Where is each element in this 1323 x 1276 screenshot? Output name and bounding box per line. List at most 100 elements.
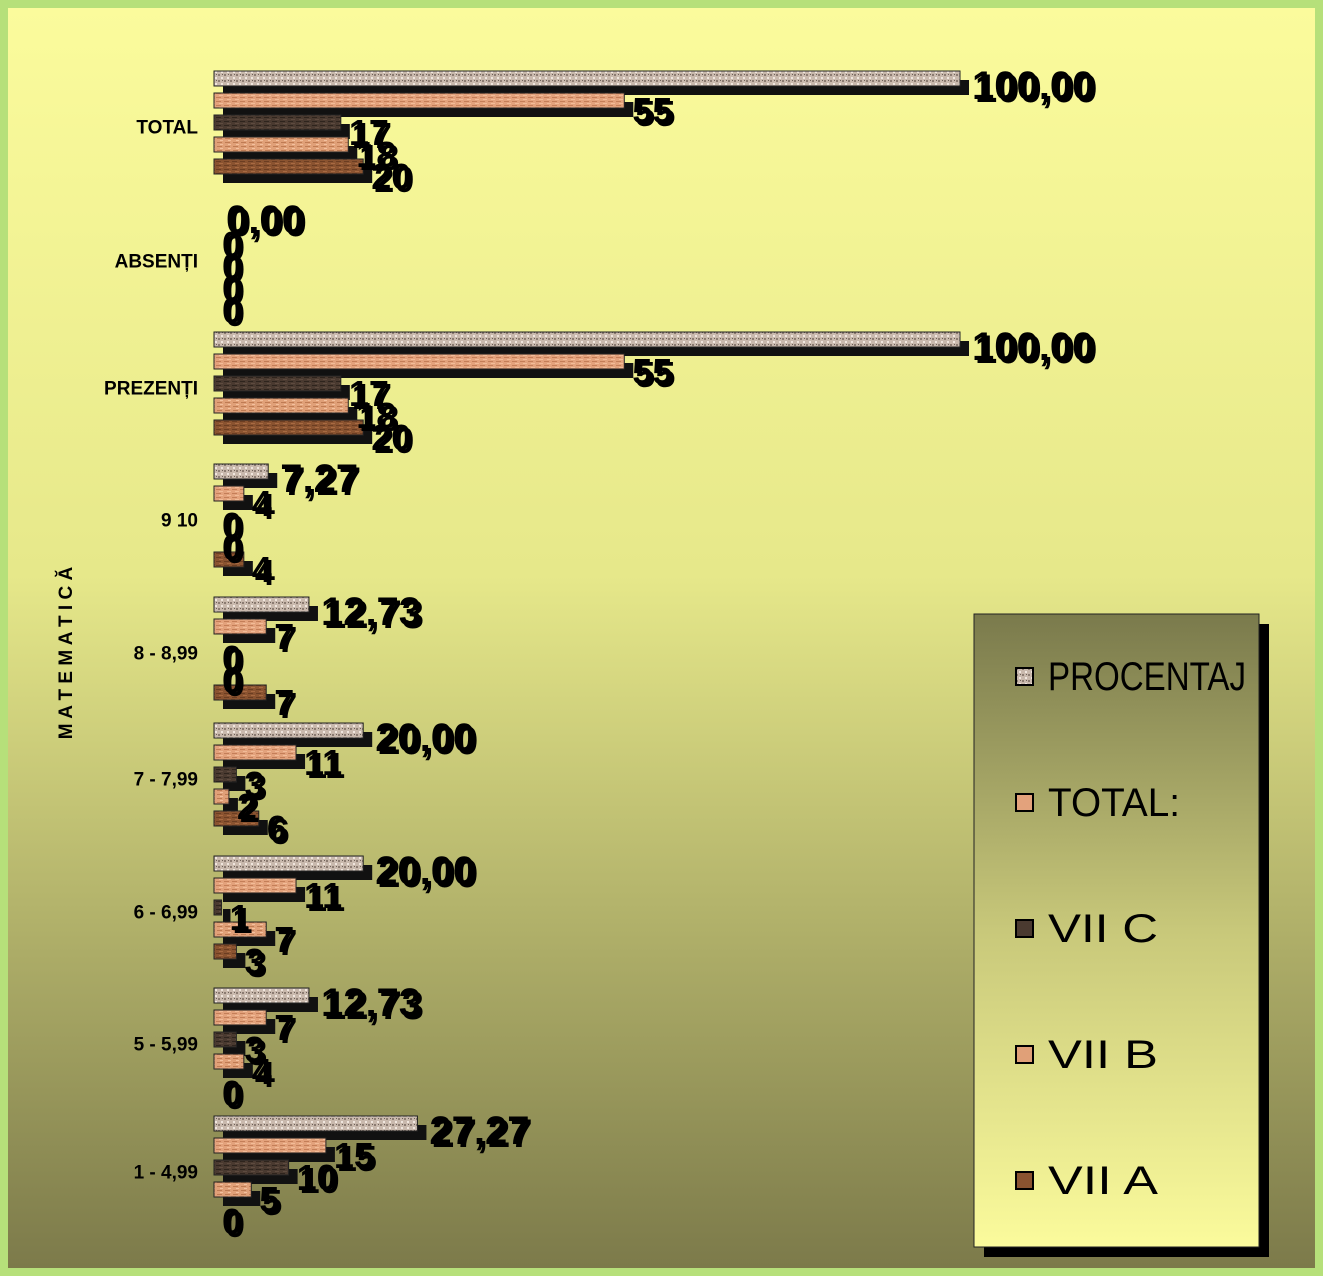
bar-prezenti-vii-a bbox=[213, 419, 364, 436]
data-label-shadow: 15 bbox=[337, 1138, 377, 1179]
bar-9-10-vii-a bbox=[213, 551, 245, 568]
bar-6-6-99-total bbox=[213, 877, 297, 894]
bar-9-10-total bbox=[213, 485, 245, 502]
legend-label-vii-c: VII C bbox=[1048, 907, 1158, 951]
legend: PROCENTAJ TOTAL: VII C VII B VII A bbox=[973, 613, 1269, 1257]
bar-1-4-99-total bbox=[213, 1137, 327, 1154]
data-label: 0 bbox=[222, 246, 242, 287]
data-label-shadow: 100,00 bbox=[975, 328, 1097, 372]
data-label-shadow: 20,00 bbox=[378, 852, 478, 896]
data-label-shadow: 0 bbox=[225, 249, 245, 290]
data-label: 7 bbox=[274, 616, 294, 657]
bar-7-7-99-vii-c bbox=[213, 766, 237, 783]
bar-prezenti-total bbox=[213, 353, 625, 370]
data-label: 11 bbox=[304, 875, 342, 916]
data-label-shadow: 11 bbox=[307, 878, 345, 919]
bar-total-vii-b bbox=[213, 136, 349, 153]
bar-7-7-99-vii-b bbox=[213, 788, 230, 805]
data-label-shadow: 100,00 bbox=[975, 67, 1097, 111]
data-label: 3 bbox=[244, 764, 264, 805]
data-label: 20 bbox=[371, 417, 411, 458]
data-label-shadow: 0 bbox=[225, 271, 245, 312]
data-label-shadow: 0 bbox=[225, 227, 245, 268]
category-label: 8 - 8,99 bbox=[134, 644, 198, 665]
category-label: PREZENȚI bbox=[104, 379, 198, 400]
data-label-shadow: 4 bbox=[255, 552, 275, 593]
bar-8-8-99-procentaj bbox=[213, 596, 310, 613]
legend-swatch-vii-a bbox=[1015, 1171, 1034, 1190]
data-label-shadow: 4 bbox=[255, 1054, 275, 1095]
legend-label-vii-b: VII B bbox=[1048, 1033, 1158, 1077]
bar-8-8-99-vii-a bbox=[213, 684, 267, 701]
data-label-shadow: 12,73 bbox=[324, 984, 424, 1028]
data-label: 0 bbox=[222, 290, 242, 331]
data-label: 100,00 bbox=[972, 64, 1094, 108]
bars-layer bbox=[213, 70, 969, 1206]
data-label: 18 bbox=[356, 134, 396, 175]
data-label-shadow: 0,00 bbox=[229, 201, 307, 245]
category-label: 1 - 4,99 bbox=[134, 1163, 198, 1184]
legend-swatch-procentaj bbox=[1015, 667, 1034, 686]
data-label: 10 bbox=[297, 1157, 337, 1198]
legend-swatch-vii-b bbox=[1015, 1045, 1034, 1064]
data-label-shadow: 7 bbox=[277, 1010, 297, 1051]
data-label: 4 bbox=[252, 549, 272, 590]
data-label: 17 bbox=[349, 373, 389, 414]
data-label: 18 bbox=[356, 395, 396, 436]
data-label-shadow: 4 bbox=[255, 486, 275, 527]
data-label-shadow: 17 bbox=[352, 115, 392, 156]
bar-6-6-99-vii-b bbox=[213, 921, 267, 938]
legend-label-total: TOTAL: bbox=[1048, 781, 1180, 825]
data-label: 0 bbox=[222, 224, 242, 265]
data-label-shadow: 0 bbox=[225, 641, 245, 682]
data-label: 7 bbox=[274, 1007, 294, 1048]
data-label-shadow: 3 bbox=[247, 767, 267, 808]
data-label: 3 bbox=[244, 941, 264, 982]
legend-label-procentaj: PROCENTAJ bbox=[1048, 655, 1246, 699]
bar-5-5-99-vii-b bbox=[213, 1053, 245, 1070]
bar-6-6-99-vii-c bbox=[213, 899, 222, 916]
chart-frame: TOTAL ABSENȚI PREZENȚI 9 10 8 - 8,99 7 - 7,99… bbox=[8, 8, 1315, 1268]
data-label-shadow: 0 bbox=[225, 530, 245, 571]
data-label: 0 bbox=[222, 268, 242, 309]
data-label: 0 bbox=[222, 505, 242, 546]
data-label-shadow: 1 bbox=[232, 900, 252, 941]
data-label-shadow: 17 bbox=[352, 376, 392, 417]
data-label: 1 bbox=[229, 897, 249, 938]
bar-5-5-99-vii-c bbox=[213, 1031, 237, 1048]
bar-total-total bbox=[213, 92, 625, 109]
data-label-shadow: 7 bbox=[277, 922, 297, 963]
data-label-shadow: 20 bbox=[374, 159, 414, 200]
data-label: 17 bbox=[349, 112, 389, 153]
bar-prezenti-procentaj bbox=[213, 331, 961, 348]
data-label: 15 bbox=[334, 1135, 374, 1176]
data-label: 7,27 bbox=[280, 457, 358, 501]
data-label: 20,00 bbox=[375, 849, 475, 893]
bar-7-7-99-total bbox=[213, 744, 297, 761]
data-label-shadow: 20 bbox=[374, 420, 414, 461]
bar-7-7-99-procentaj bbox=[213, 722, 364, 739]
data-label-shadow: 0 bbox=[225, 293, 245, 334]
data-label: 20 bbox=[371, 156, 411, 197]
bar-1-4-99-vii-c bbox=[213, 1159, 290, 1176]
category-label: 5 - 5,99 bbox=[134, 1035, 198, 1056]
data-label: 3 bbox=[244, 1029, 264, 1070]
legend-swatch-vii-c bbox=[1015, 919, 1034, 938]
data-label: 55 bbox=[632, 90, 672, 131]
data-label: 27,27 bbox=[429, 1109, 529, 1153]
data-label-shadow: 5 bbox=[262, 1182, 282, 1223]
bar-total-procentaj bbox=[213, 70, 961, 87]
data-label: 0 bbox=[222, 527, 242, 568]
data-label-shadow: 55 bbox=[635, 93, 675, 134]
data-label: 4 bbox=[252, 1051, 272, 1092]
bar-5-5-99-total bbox=[213, 1009, 267, 1026]
data-label-shadow: 0 bbox=[225, 508, 245, 549]
bar-total-vii-c bbox=[213, 114, 342, 131]
bar-6-6-99-vii-a bbox=[213, 943, 237, 960]
data-label: 0 bbox=[222, 1201, 242, 1242]
data-labels-layer: 100,00100,0055551717181820200,000,000000… bbox=[222, 64, 1097, 1245]
category-label: 6 - 6,99 bbox=[134, 903, 198, 924]
chart: TOTAL ABSENȚI PREZENȚI 9 10 8 - 8,99 7 - 7,99… bbox=[8, 8, 1315, 1268]
bar-9-10-procentaj bbox=[213, 463, 269, 480]
data-label: 5 bbox=[259, 1179, 279, 1220]
